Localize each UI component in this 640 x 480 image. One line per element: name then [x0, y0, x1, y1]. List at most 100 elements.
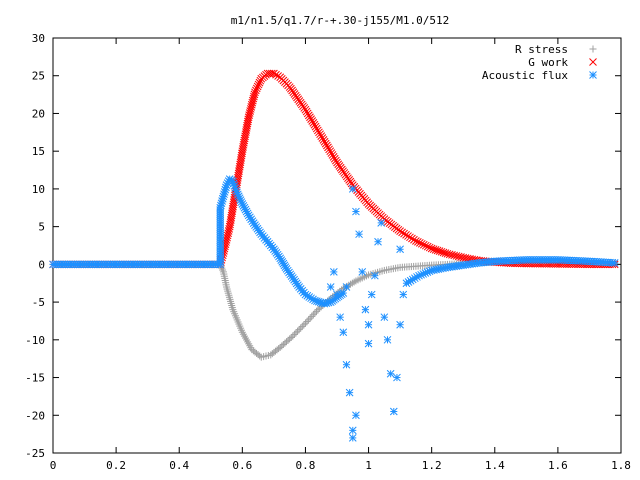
data-point: [374, 237, 382, 246]
data-point: [448, 251, 456, 259]
data-point: [287, 333, 295, 341]
data-point: [256, 352, 264, 360]
data-point: [371, 271, 379, 280]
data-point: [358, 268, 367, 276]
data-point: [252, 86, 260, 95]
data-point: [329, 152, 338, 161]
data-point: [301, 319, 309, 327]
data-point: [306, 113, 314, 122]
data-point: [386, 369, 395, 378]
data-point: [294, 327, 302, 335]
x-tick-label: 0.4: [169, 459, 189, 472]
data-point: [328, 151, 337, 159]
y-tick-label: 15: [32, 145, 45, 158]
data-point: [404, 232, 412, 240]
data-point: [301, 105, 310, 114]
data-point: [348, 185, 357, 193]
data-point: [311, 309, 319, 317]
data-point: [251, 88, 259, 97]
data-point: [307, 115, 315, 123]
data-point: [610, 259, 619, 267]
legend-label: R stress: [515, 43, 568, 56]
data-point: [329, 268, 338, 276]
data-point: [393, 373, 401, 382]
legend-marker: [589, 45, 597, 53]
data-point: [336, 313, 345, 322]
data-point: [313, 126, 322, 135]
data-point: [398, 228, 406, 237]
data-point: [402, 230, 410, 239]
data-point: [412, 237, 420, 245]
x-tick-label: 1.4: [485, 459, 505, 472]
data-point: [316, 130, 324, 139]
legend-label: Acoustic flux: [482, 69, 568, 82]
data-point: [339, 289, 348, 297]
series-2: [49, 175, 619, 442]
data-point: [290, 330, 298, 338]
data-point: [383, 335, 392, 344]
data-point: [364, 339, 373, 348]
data-point: [223, 233, 231, 242]
data-point: [396, 320, 404, 329]
y-tick-label: 20: [32, 107, 45, 120]
data-point: [361, 305, 370, 314]
data-point: [339, 328, 348, 337]
data-point: [224, 227, 233, 235]
data-point: [399, 290, 408, 299]
data-point: [305, 316, 313, 324]
data-point: [423, 242, 432, 251]
data-point: [450, 251, 459, 260]
data-point: [255, 78, 264, 87]
y-tick-label: 30: [32, 32, 45, 45]
x-tick-label: 1.2: [422, 459, 442, 472]
data-point: [267, 69, 276, 78]
data-point: [254, 80, 263, 89]
x-tick-label: 0: [50, 459, 57, 472]
x-tick-label: 0.6: [232, 459, 252, 472]
data-point: [317, 132, 326, 140]
data-point: [311, 122, 320, 131]
data-point: [345, 388, 354, 397]
data-point: [425, 243, 434, 252]
data-point: [352, 411, 360, 420]
y-tick-label: -10: [25, 334, 45, 347]
data-point: [457, 253, 465, 261]
data-point: [306, 314, 314, 322]
y-tick-label: -15: [25, 372, 45, 385]
data-point: [223, 231, 232, 240]
data-point: [303, 109, 312, 118]
data-point: [252, 84, 261, 93]
data-point: [253, 82, 262, 91]
y-tick-label: -5: [32, 296, 45, 309]
data-point: [350, 278, 358, 286]
data-point: [308, 312, 316, 320]
y-tick-label: -25: [25, 447, 45, 460]
data-point: [323, 141, 331, 150]
data-point: [406, 233, 414, 242]
data-point: [417, 239, 426, 248]
data-point: [355, 230, 363, 239]
data-point: [312, 124, 321, 133]
data-point: [441, 249, 450, 257]
data-point: [342, 283, 351, 291]
y-tick-label: -20: [25, 409, 45, 422]
data-point: [270, 69, 278, 78]
data-point: [380, 313, 389, 322]
data-point: [396, 245, 404, 254]
data-point: [289, 332, 297, 340]
data-point: [321, 139, 330, 148]
legend-label: G work: [528, 56, 568, 69]
plot-frame: [52, 37, 622, 454]
data-point: [443, 249, 452, 258]
x-tick-label: 1.8: [611, 459, 631, 472]
data-point: [312, 307, 320, 315]
legend-marker: [589, 58, 597, 66]
data-point: [298, 322, 306, 330]
data-point: [324, 143, 332, 152]
data-point: [332, 156, 340, 165]
data-point: [250, 90, 259, 99]
data-point: [318, 134, 327, 142]
data-point: [377, 219, 386, 227]
data-point: [309, 311, 317, 319]
